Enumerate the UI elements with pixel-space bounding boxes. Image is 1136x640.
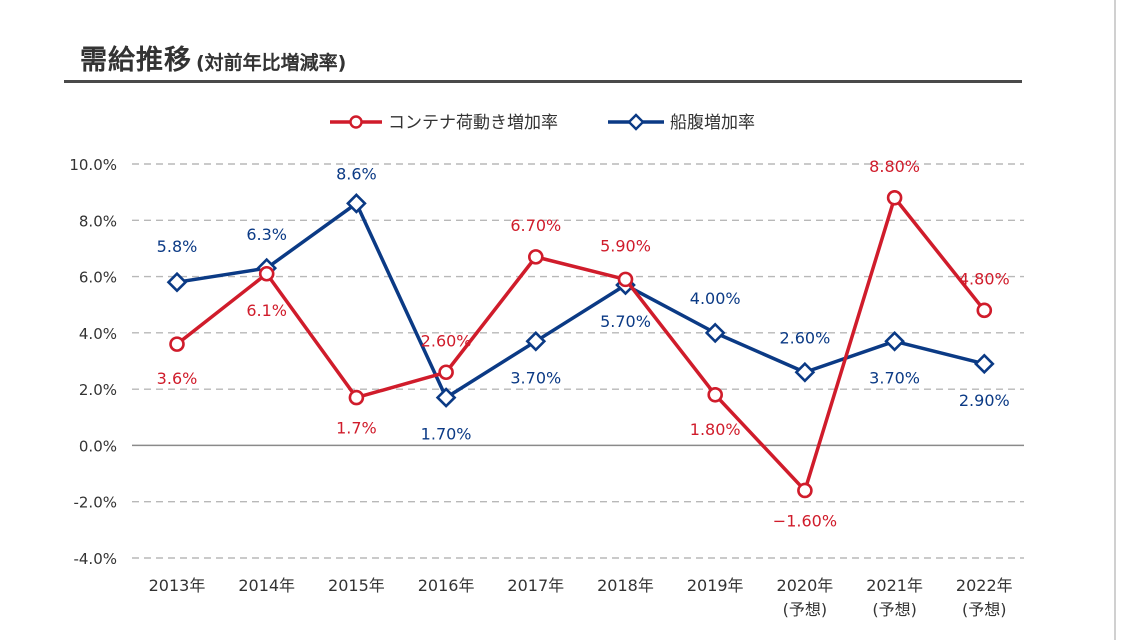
x-tick-label: 2015年 bbox=[328, 576, 385, 595]
data-point-diamond bbox=[525, 330, 547, 352]
data-label: 3.70% bbox=[869, 368, 920, 387]
data-point-circle bbox=[527, 249, 544, 265]
y-tick-label: 4.0% bbox=[79, 325, 117, 343]
x-tick-label: 2017年 bbox=[507, 576, 564, 595]
x-tick-label: 2020年 bbox=[777, 576, 834, 595]
data-label: −1.60% bbox=[773, 511, 837, 530]
data-point-circle bbox=[617, 271, 634, 288]
series-line bbox=[175, 201, 987, 400]
data-label: 4.80% bbox=[959, 269, 1010, 288]
data-label: 6.1% bbox=[246, 301, 287, 320]
y-tick-label: 10.0% bbox=[69, 156, 117, 174]
data-point-diamond bbox=[973, 353, 995, 375]
data-label: 2.90% bbox=[959, 391, 1010, 410]
data-point-diamond bbox=[346, 193, 367, 214]
legend-marker-diamond bbox=[627, 113, 645, 131]
data-point-diamond bbox=[704, 322, 726, 344]
x-tick-label: (予想) bbox=[962, 600, 1007, 619]
data-point-circle bbox=[886, 189, 903, 206]
chart-title: 需給推移 (対前年比増減率) bbox=[80, 38, 346, 77]
data-label: 5.90% bbox=[600, 236, 651, 255]
x-tick-label: 2021年 bbox=[866, 576, 923, 595]
series-line bbox=[175, 196, 987, 493]
x-tick-label: 2022年 bbox=[956, 576, 1013, 595]
data-label: 5.8% bbox=[157, 237, 198, 256]
data-label: 3.70% bbox=[510, 368, 561, 387]
data-point-circle bbox=[169, 336, 185, 352]
chart-title-main: 需給推移 bbox=[80, 45, 192, 76]
data-point-diamond bbox=[794, 361, 816, 383]
data-label: 2.60% bbox=[779, 328, 830, 347]
data-label: 8.6% bbox=[336, 164, 377, 183]
legend: コンテナ荷動き増加率 船腹増加率 bbox=[330, 113, 755, 133]
x-tick-label: 2014年 bbox=[238, 576, 295, 595]
y-tick-label: 0.0% bbox=[79, 437, 117, 455]
page-edge-divider bbox=[1114, 0, 1116, 640]
data-point-circle bbox=[348, 389, 365, 406]
x-tick-label: 2019年 bbox=[687, 576, 744, 595]
x-tick-label: (予想) bbox=[783, 600, 828, 619]
x-tick-label: (予想) bbox=[872, 600, 917, 619]
series-ship: 5.8% 6.3% 8.6% 1.70% 3.70% 5.70% 4.00% 2.60% 3.7… bbox=[157, 164, 1010, 443]
y-tick-label: 6.0% bbox=[79, 269, 117, 287]
data-label: 1.7% bbox=[336, 419, 377, 438]
data-point-diamond bbox=[435, 387, 457, 408]
y-tick-label: -2.0% bbox=[73, 494, 117, 512]
data-label: 6.3% bbox=[246, 225, 287, 244]
data-label: 6.70% bbox=[510, 216, 561, 235]
data-point-circle bbox=[258, 265, 275, 282]
data-point-circle bbox=[976, 302, 993, 319]
y-tick-label: 8.0% bbox=[79, 212, 117, 230]
y-tick-label: -4.0% bbox=[73, 550, 117, 568]
data-point-circle bbox=[707, 386, 724, 403]
x-tick-label: 2016年 bbox=[418, 576, 475, 595]
data-label: 1.80% bbox=[690, 420, 741, 439]
data-point-circle bbox=[438, 364, 454, 381]
data-label: 4.00% bbox=[690, 289, 741, 308]
legend-marker-circle bbox=[349, 115, 363, 129]
data-label: 1.70% bbox=[421, 425, 472, 444]
data-point-diamond bbox=[884, 330, 905, 352]
data-label: 3.6% bbox=[157, 369, 198, 388]
x-tick-label: 2013年 bbox=[149, 576, 206, 595]
legend-label: 船腹増加率 bbox=[670, 113, 755, 133]
legend-label: コンテナ荷動き増加率 bbox=[388, 113, 558, 133]
data-label: 5.70% bbox=[600, 312, 651, 331]
title-underline bbox=[64, 80, 1022, 83]
data-point-circle bbox=[797, 482, 813, 499]
chart-title-sub: (対前年比増減率) bbox=[196, 52, 347, 74]
series-container: 3.6% 6.1% 1.7% 2.60% 6.70% 5.90% 1.80% −1.60% 8.… bbox=[157, 157, 1010, 531]
data-label: 8.80% bbox=[869, 157, 920, 176]
data-point-diamond bbox=[166, 271, 188, 293]
data-label: 2.60% bbox=[421, 331, 472, 350]
x-tick-label: 2018年 bbox=[597, 576, 654, 595]
y-tick-label: 2.0% bbox=[79, 381, 117, 399]
